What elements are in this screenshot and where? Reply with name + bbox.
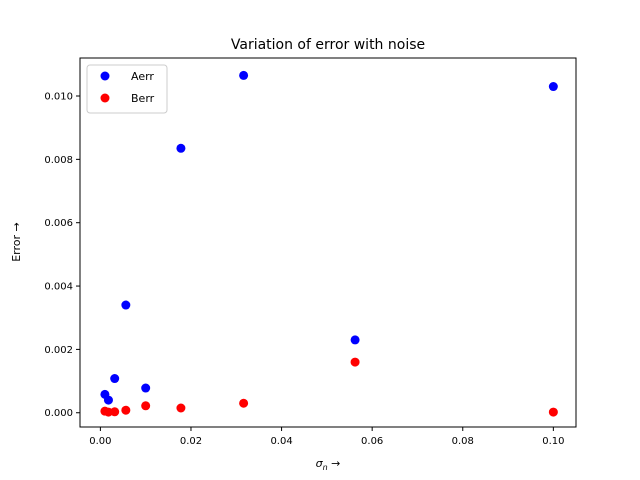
data-point-aerr — [103, 395, 113, 405]
x-axis-label-subscript: n — [323, 463, 328, 472]
x-tick-label: 0.00 — [89, 436, 111, 447]
data-point-berr — [121, 405, 131, 415]
chart-title: Variation of error with noise — [231, 37, 425, 53]
data-point-aerr — [350, 335, 360, 345]
data-point-aerr — [110, 374, 120, 384]
data-point-berr — [176, 403, 186, 413]
x-axis-label: σn → — [316, 457, 341, 472]
axes-frame — [79, 57, 577, 428]
data-point-aerr — [121, 300, 131, 310]
legend-marker-aerr — [100, 71, 110, 81]
y-tick-label: 0.000 — [44, 408, 73, 419]
legend-marker-berr — [100, 93, 110, 103]
legend-label-berr: Berr — [131, 92, 155, 105]
y-tick-label: 0.010 — [44, 92, 73, 103]
legend: Aerr Berr — [86, 64, 168, 114]
data-point-berr — [350, 357, 360, 367]
data-point-aerr — [176, 143, 186, 153]
data-point-aerr — [141, 383, 151, 393]
x-axis-label-arrow: → — [328, 457, 341, 470]
x-tick-label: 0.08 — [452, 436, 474, 447]
data-point-aerr — [548, 82, 558, 92]
plot-area — [100, 70, 558, 417]
x-tick-label: 0.02 — [180, 436, 202, 447]
legend-box — [86, 64, 168, 114]
data-point-berr — [548, 407, 558, 417]
legend-label-aerr: Aerr — [131, 70, 154, 83]
x-tick-label: 0.10 — [542, 436, 564, 447]
y-tick-label: 0.008 — [44, 155, 73, 166]
y-tick-label: 0.004 — [44, 282, 73, 293]
axis-ticks: 0.00 0.02 0.04 0.06 0.08 0.10 0.000 0.002 0.004 0… — [44, 92, 564, 447]
y-tick-label: 0.006 — [44, 218, 73, 229]
x-axis-label-symbol: σ — [316, 457, 324, 470]
data-point-berr — [110, 407, 120, 417]
data-point-aerr — [239, 70, 249, 80]
x-tick-label: 0.04 — [270, 436, 292, 447]
y-axis-label: Error → — [10, 222, 23, 262]
data-point-berr — [239, 398, 249, 408]
y-tick-label: 0.002 — [44, 345, 73, 356]
x-tick-label: 0.06 — [361, 436, 383, 447]
data-point-berr — [141, 401, 151, 411]
